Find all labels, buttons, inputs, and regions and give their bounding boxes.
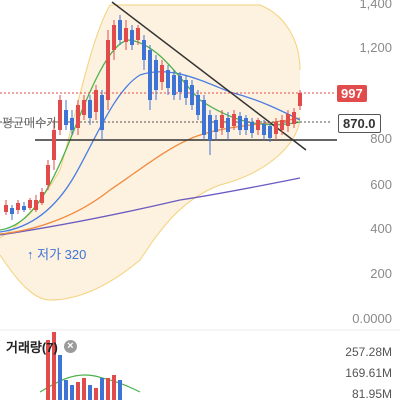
current-price-tag: 997: [337, 85, 367, 102]
candle-body: [208, 115, 212, 140]
low-price-text: 저가 320: [37, 247, 87, 262]
candle-body: [106, 40, 110, 100]
candle-body: [238, 116, 242, 130]
candle-body: [280, 120, 284, 130]
candle-body: [88, 100, 92, 118]
average-price-tag: 870.0: [338, 114, 381, 133]
volume-axis-label-bottom: 81.95M: [351, 387, 392, 400]
price-axis-label-0: 0.0000: [352, 311, 392, 326]
volume-bar: [94, 388, 98, 400]
candle-body: [10, 208, 14, 214]
candle-body: [184, 80, 188, 98]
volume-bar: [106, 378, 110, 400]
candle-body: [4, 205, 8, 212]
candle-body: [244, 118, 248, 130]
volume-bar: [46, 340, 50, 400]
volume-bar: [70, 385, 74, 400]
bollinger-lower-line: [0, 119, 301, 301]
price-axis-label-1400: 1,400: [359, 0, 392, 11]
candle-body: [124, 28, 128, 42]
candle-body: [250, 122, 254, 133]
volume-bar: [118, 380, 122, 400]
volume-bars-group: [46, 332, 122, 400]
candle-body: [160, 65, 164, 82]
candle-body: [226, 118, 230, 132]
candle-body: [22, 206, 26, 210]
candle-body: [112, 25, 116, 50]
candle-body: [298, 93, 302, 106]
candle-body: [142, 40, 146, 60]
price-axis-label-1200: 1,200: [359, 40, 392, 55]
candle-body: [100, 95, 104, 130]
candle-body: [64, 110, 68, 125]
candle-body: [154, 60, 158, 90]
candle-body: [28, 200, 32, 208]
volume-axis-label-top: 257.28M: [345, 345, 392, 359]
candle-body: [130, 30, 134, 45]
candle-body: [196, 95, 200, 115]
ma-line-blue: [0, 71, 301, 233]
candle-body: [76, 105, 80, 128]
volume-bar: [58, 355, 62, 400]
volume-bar: [76, 382, 80, 400]
volume-bar: [64, 380, 68, 400]
candle-body: [82, 100, 86, 115]
candle-body: [214, 120, 218, 132]
low-price-label: ↑ 저가 320: [27, 244, 86, 263]
price-axis-label-600: 600: [370, 177, 392, 192]
volume-bar: [52, 332, 56, 400]
candle-body: [256, 120, 260, 130]
candle-body: [262, 124, 266, 135]
candles-group: [4, 15, 302, 220]
candle-body: [172, 75, 176, 95]
candle-body: [268, 126, 272, 138]
volume-ma-line: [39, 374, 141, 393]
candle-body: [292, 112, 296, 124]
candle-body: [232, 114, 236, 126]
candle-body: [220, 115, 224, 128]
candle-body: [52, 130, 56, 160]
candle-body: [70, 118, 74, 130]
candle-body: [118, 20, 122, 40]
candle-body: [58, 100, 62, 130]
candle-body: [202, 100, 206, 135]
price-axis-label-800: 800: [370, 131, 392, 146]
ma-line-purple: [0, 177, 301, 236]
close-icon[interactable]: ×: [63, 340, 77, 353]
candle-body: [190, 85, 194, 105]
resistance-trendline: [111, 1, 307, 151]
candle-body: [274, 122, 278, 134]
volume-axis-label-mid: 169.61M: [345, 366, 392, 380]
volume-title: 거래량(7): [6, 340, 58, 355]
price-axis-label-200: 200: [370, 266, 392, 281]
volume-bar: [112, 375, 116, 400]
candle-body: [16, 203, 20, 210]
candle-body: [166, 70, 170, 88]
candle-body: [46, 165, 50, 185]
candle-body: [94, 90, 98, 112]
volume-bar: [88, 385, 92, 400]
average-buy-price-label: 평균매수가: [2, 116, 58, 130]
candle-body: [286, 114, 290, 126]
volume-bar: [82, 378, 86, 400]
volume-bar: [100, 378, 104, 400]
candle-body: [40, 192, 44, 203]
price-axis-label-400: 400: [370, 221, 392, 236]
volume-panel-header: 거래량(7) ×: [6, 337, 77, 356]
candle-body: [148, 50, 152, 100]
candle-body: [178, 76, 182, 92]
arrow-up-icon: ↑: [27, 247, 34, 262]
candle-body: [136, 28, 140, 40]
candle-body: [34, 200, 38, 210]
bollinger-band-area: [0, 5, 300, 300]
